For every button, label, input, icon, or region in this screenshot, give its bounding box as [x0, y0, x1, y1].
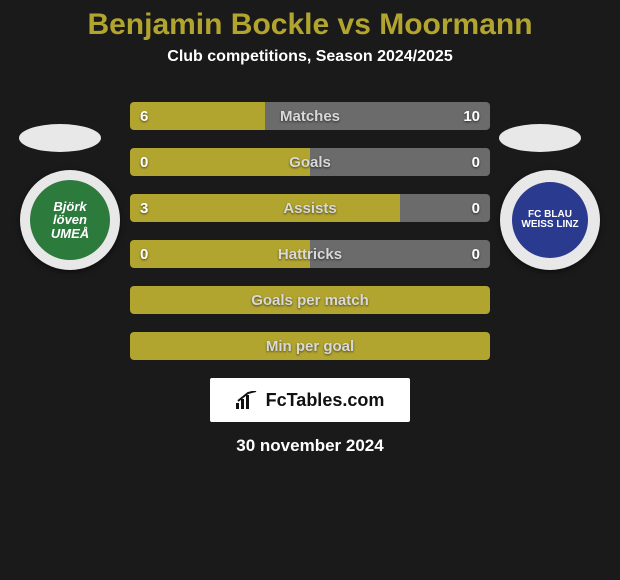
full-row-goals-per-match: Goals per match: [130, 286, 490, 314]
stat-row-hattricks: Hattricks00: [130, 240, 490, 268]
team-badge-right-label: FC BLAU WEISS LINZ: [518, 210, 582, 231]
stat-seg-left: [130, 194, 400, 222]
team-badge-left-inner: Björk löven UMEÅ: [30, 180, 110, 260]
team-badge-left: Björk löven UMEÅ: [20, 170, 120, 270]
stat-value-left: 3: [130, 194, 158, 222]
stat-row-matches: Matches610: [130, 102, 490, 130]
stat-value-right: 10: [453, 102, 490, 130]
stat-value-left: 6: [130, 102, 158, 130]
stat-rows: Matches610Goals00Assists30Hattricks00Goa…: [130, 84, 490, 360]
title-text: Benjamin Bockle vs Moormann: [87, 8, 532, 41]
stat-row-assists: Assists30: [130, 194, 490, 222]
halo-ellipse-left: [19, 124, 101, 152]
halo-ellipse-right: [499, 124, 581, 152]
team-badge-right: FC BLAU WEISS LINZ: [500, 170, 600, 270]
stat-value-left: 0: [130, 148, 158, 176]
subtitle: Club competitions, Season 2024/2025: [0, 48, 620, 84]
brand-text: FcTables.com: [266, 390, 385, 411]
full-row-min-per-goal: Min per goal: [130, 332, 490, 360]
stat-value-right: 0: [462, 194, 490, 222]
team-badge-left-label: Björk löven UMEÅ: [36, 200, 104, 241]
stat-row-goals: Goals00: [130, 148, 490, 176]
team-badge-right-inner: FC BLAU WEISS LINZ: [512, 182, 588, 258]
page-title: Benjamin Bockle vs Moormann: [0, 0, 620, 48]
snapshot-date: 30 november 2024: [0, 436, 620, 456]
stat-value-right: 0: [462, 240, 490, 268]
brand-chart-icon: [236, 391, 258, 409]
stat-value-left: 0: [130, 240, 158, 268]
brand-badge: FcTables.com: [210, 378, 410, 422]
stat-value-right: 0: [462, 148, 490, 176]
